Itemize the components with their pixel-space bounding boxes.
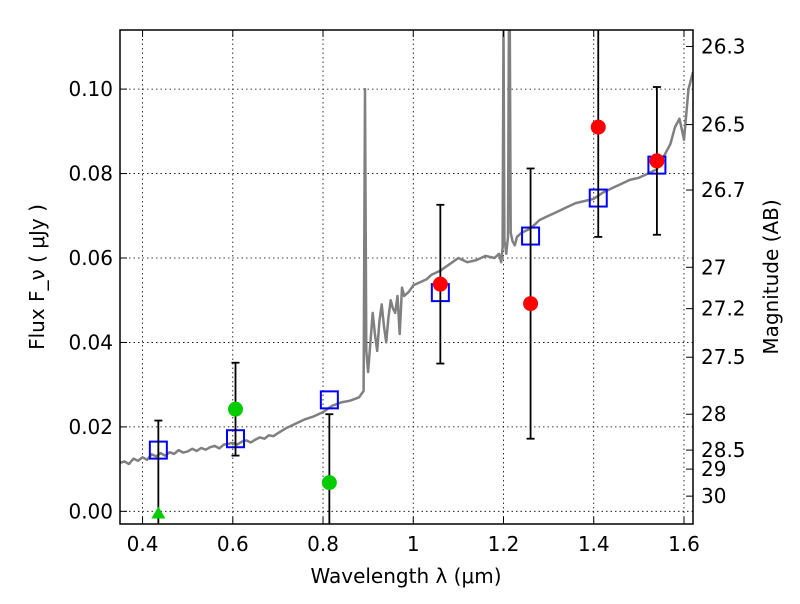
y-tick-label: 0.06 bbox=[68, 246, 113, 270]
x-tick-label: 0.8 bbox=[307, 532, 339, 556]
right-tick-label: 26.5 bbox=[701, 113, 746, 137]
photometry-point bbox=[649, 153, 665, 169]
y-tick-label: 0.08 bbox=[68, 162, 113, 186]
photometry-point bbox=[432, 276, 448, 292]
ticks: 0.4 0.6 0.8 1 1.2 1.4 1.6 0.00 0.02 0.04 0.06 0.08 0… bbox=[68, 30, 746, 556]
right-tick-label: 27.5 bbox=[701, 345, 746, 369]
right-tick-label: 30 bbox=[701, 484, 726, 508]
model-sed-line bbox=[120, 30, 693, 466]
x-tick-label: 0.4 bbox=[127, 532, 159, 556]
x-tick-label: 1 bbox=[407, 532, 420, 556]
photometry-point bbox=[590, 119, 606, 135]
x-tick-label: 0.6 bbox=[217, 532, 249, 556]
model-photometry-square bbox=[319, 390, 339, 410]
x-tick-label: 1.4 bbox=[578, 532, 610, 556]
x-axis-title: Wavelength λ (μm) bbox=[310, 564, 501, 588]
x-tick-label: 1.6 bbox=[668, 532, 700, 556]
right-tick-label: 29 bbox=[701, 457, 726, 481]
right-tick-label: 26.3 bbox=[701, 34, 746, 58]
y-axis-title: Flux F_ν ( μJy ) bbox=[25, 204, 49, 350]
photometry-point bbox=[321, 475, 337, 491]
upper-limit-triangle bbox=[151, 506, 166, 519]
plot-frame bbox=[119, 29, 694, 525]
y-tick-label: 0.04 bbox=[68, 330, 113, 354]
y-tick-label: 0.10 bbox=[68, 77, 113, 101]
right-tick-label: 27 bbox=[701, 255, 726, 279]
right-tick-label: 26.7 bbox=[701, 178, 746, 202]
y-tick-label: 0.02 bbox=[68, 415, 113, 439]
y-axis-right-title: Magnitude (AB) bbox=[759, 199, 783, 354]
x-tick-label: 1.2 bbox=[488, 532, 520, 556]
y-tick-label: 0.00 bbox=[68, 499, 113, 523]
photometry-point bbox=[228, 401, 244, 417]
right-tick-label: 28 bbox=[701, 402, 726, 426]
right-tick-label: 28.5 bbox=[701, 438, 746, 462]
photometry-point bbox=[523, 296, 539, 312]
right-tick-label: 27.2 bbox=[701, 297, 746, 321]
